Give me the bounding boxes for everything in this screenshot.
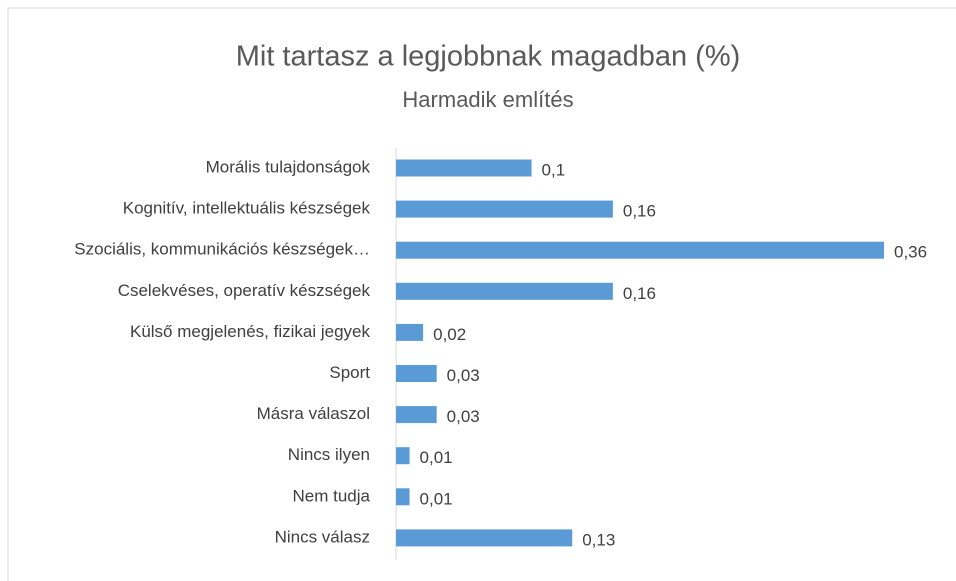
bar [396, 200, 613, 218]
chart-subtitle: Harmadik említés [402, 87, 573, 112]
y-tick-label: Cselekvéses, operatív készségek [118, 281, 371, 300]
bar [396, 447, 410, 465]
value-label: 0,03 [447, 366, 480, 385]
value-label: 0,36 [894, 243, 927, 262]
bar [396, 529, 573, 547]
value-label: 0,13 [582, 530, 615, 549]
value-label: 0,16 [623, 284, 656, 303]
value-label: 0,02 [433, 325, 466, 344]
y-tick-label: Nincs ilyen [288, 445, 370, 464]
value-label: 0,1 [542, 160, 566, 179]
bar [396, 488, 410, 506]
y-tick-label: Sport [329, 363, 370, 382]
y-tick-label: Külső megjelenés, fizikai jegyek [130, 322, 371, 341]
value-label: 0,01 [420, 489, 453, 508]
y-tick-label: Nem tudja [293, 486, 371, 505]
y-tick-label: Morális tulajdonságok [206, 157, 371, 176]
value-label: 0,01 [420, 448, 453, 467]
value-label: 0,16 [623, 202, 656, 221]
bar [396, 323, 424, 341]
value-label: 0,03 [447, 407, 480, 426]
bar [396, 365, 437, 382]
y-tick-label: Szociális, kommunikációs készségek… [74, 240, 370, 259]
bar [396, 282, 613, 300]
y-tick-label: Másra válaszol [257, 404, 370, 423]
bar [396, 241, 884, 259]
y-tick-label: Nincs válasz [275, 527, 370, 546]
y-tick-label: Kognitív, intellektuális készségek [123, 199, 371, 218]
bar [396, 406, 437, 424]
bar [396, 159, 532, 177]
chart-title: Mit tartasz a legjobbnak magadban (%) [236, 41, 741, 73]
